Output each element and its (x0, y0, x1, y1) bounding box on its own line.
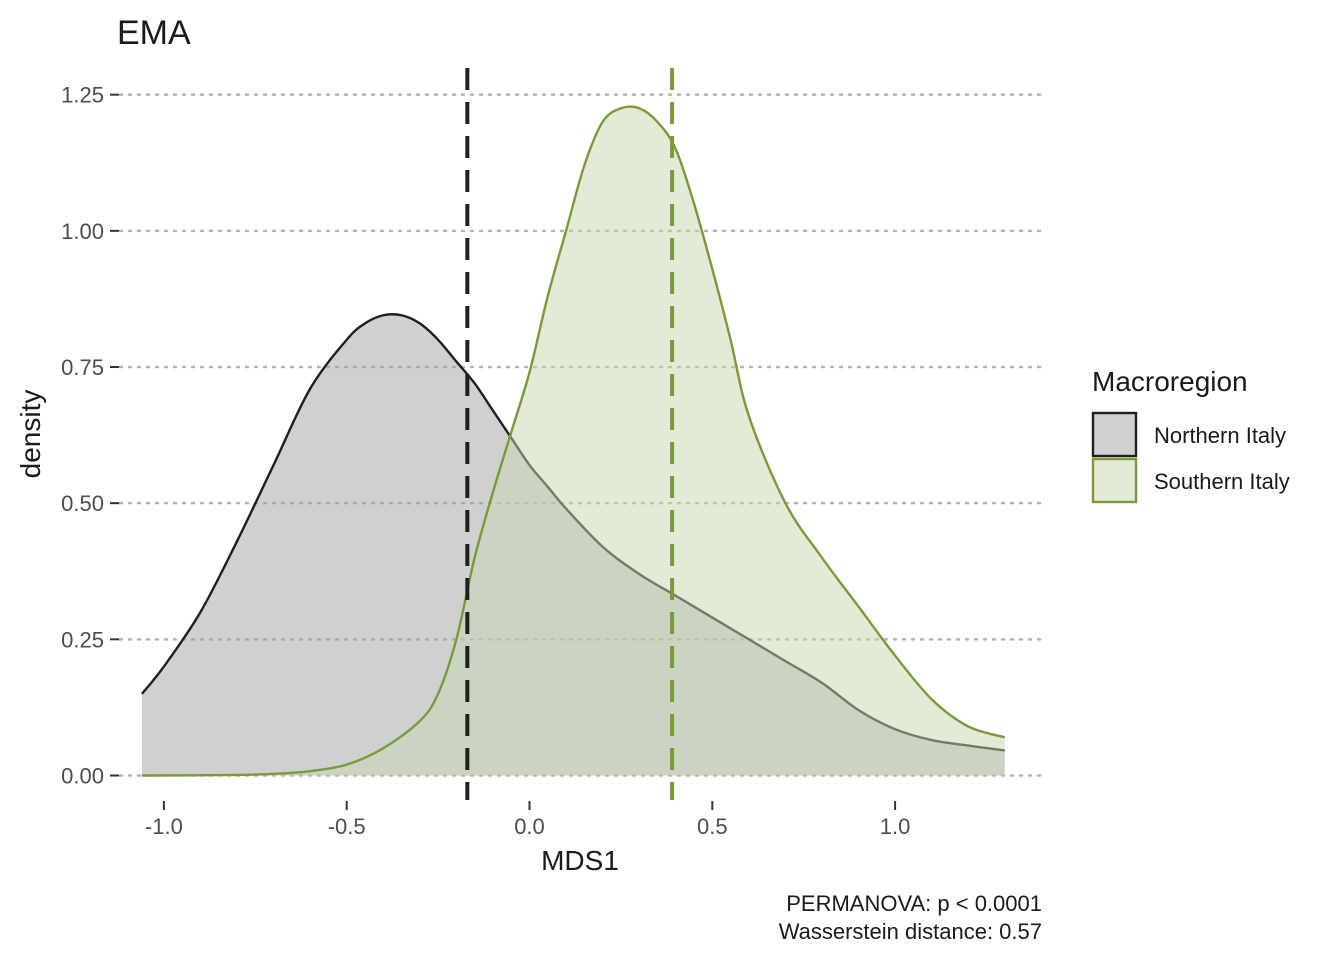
legend-key-southern-italy (1091, 457, 1138, 504)
southern-italy-density-line (141, 105, 1006, 777)
x-tick-label: -0.5 (328, 814, 366, 839)
y-tick-label: 0.00 (61, 763, 104, 788)
legend: Macroregion Northern Italy Southern Italy (1091, 366, 1290, 504)
x-tick-label: 0.5 (697, 814, 728, 839)
legend-key-northern-italy (1091, 411, 1138, 458)
y-axis-title: density (15, 390, 46, 479)
legend-label-northern-italy: Northern Italy (1154, 423, 1286, 448)
y-axis: 0.00 0.25 0.50 0.75 1.00 1.25 (61, 83, 119, 788)
y-tick-label: 0.25 (61, 627, 104, 652)
y-tick-label: 0.50 (61, 491, 104, 516)
y-tick-label: 0.75 (61, 355, 104, 380)
x-tick-label: 1.0 (880, 814, 911, 839)
x-tick-label: 0.0 (514, 814, 545, 839)
legend-title: Macroregion (1092, 366, 1248, 397)
x-axis-title: MDS1 (541, 845, 619, 876)
southern-italy-density-fill (141, 106, 1005, 776)
wasserstein-annotation: Wasserstein distance: 0.57 (779, 919, 1042, 944)
y-tick-label: 1.25 (61, 83, 104, 108)
permanova-annotation: PERMANOVA: p < 0.0001 (786, 891, 1042, 916)
mean-lines (465, 68, 675, 800)
density-areas (141, 105, 1006, 777)
legend-label-southern-italy: Southern Italy (1154, 469, 1290, 494)
x-axis: -1.0 -0.5 0.0 0.5 1.0 (145, 801, 910, 839)
y-tick-label: 1.00 (61, 219, 104, 244)
x-tick-label: -1.0 (145, 814, 183, 839)
chart-title: EMA (117, 14, 191, 52)
